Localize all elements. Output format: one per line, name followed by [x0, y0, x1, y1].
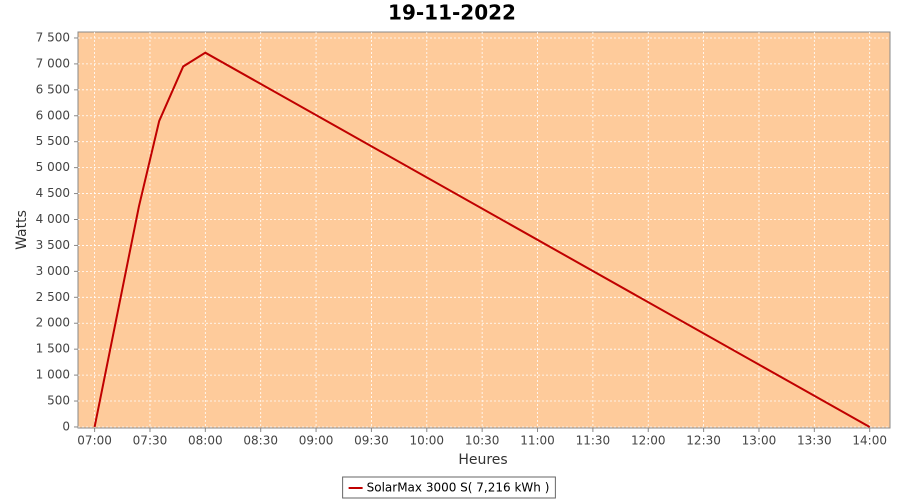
y-tick-label: 1 000	[36, 368, 70, 382]
x-tick-label: 08:30	[243, 434, 278, 448]
y-tick-label: 1 500	[36, 342, 70, 356]
x-tick-label: 10:00	[409, 434, 444, 448]
y-tick-label: 3 000	[36, 264, 70, 278]
x-tick-label: 09:30	[354, 434, 389, 448]
y-tick-label: 500	[47, 394, 70, 408]
y-tick-label: 4 000	[36, 212, 70, 226]
y-tick-label: 0	[62, 419, 70, 433]
x-tick-label: 13:30	[797, 434, 832, 448]
x-tick-label: 09:00	[299, 434, 334, 448]
y-tick-label: 7 000	[36, 56, 70, 70]
y-axis-title: Watts	[14, 210, 30, 250]
x-tick-label: 11:30	[576, 434, 611, 448]
y-tick-label: 6 000	[36, 108, 70, 122]
legend-box	[342, 476, 556, 499]
legend: SolarMax 3000 S( 7,216 kWh )	[342, 476, 556, 499]
y-tick-label: 6 500	[36, 82, 70, 96]
y-tick-label: 7 500	[36, 30, 70, 44]
y-tick-label: 2 500	[36, 290, 70, 304]
x-tick-label: 13:00	[742, 434, 777, 448]
x-tick-label: 12:00	[631, 434, 666, 448]
x-tick-label: 11:00	[520, 434, 555, 448]
data-line	[93, 51, 871, 428]
x-tick-label: 12:30	[686, 434, 721, 448]
y-tick-label: 5 500	[36, 134, 70, 148]
y-tick-label: 4 500	[36, 186, 70, 200]
x-tick-label: 14:00	[852, 434, 887, 448]
x-axis-title: Heures	[458, 452, 507, 468]
x-tick-label: 07:00	[77, 434, 112, 448]
chart-title: 19-11-2022	[388, 1, 516, 25]
y-tick-label: 2 000	[36, 316, 70, 330]
x-tick-label: 08:00	[188, 434, 223, 448]
y-tick-label: 5 000	[36, 160, 70, 174]
plot-area	[77, 31, 891, 429]
y-tick-label: 3 500	[36, 238, 70, 252]
x-tick-label: 10:30	[465, 434, 500, 448]
x-tick-label: 07:30	[133, 434, 168, 448]
legend-label: SolarMax 3000 S( 7,216 kWh )	[367, 481, 550, 495]
